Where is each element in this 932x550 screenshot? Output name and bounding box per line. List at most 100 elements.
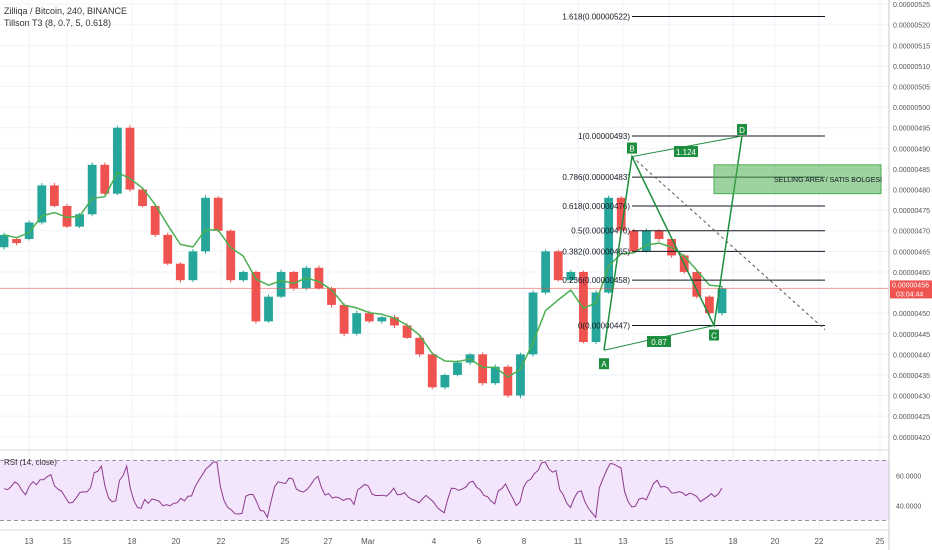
- price-tick-label: 0.00000520: [893, 23, 930, 30]
- candle[interactable]: [125, 125, 135, 192]
- candle[interactable]: [579, 270, 588, 344]
- candle-body: [541, 251, 551, 293]
- candle[interactable]: [553, 249, 563, 282]
- fibonacci-retracement[interactable]: 1.618(0.00000522) 1(0.00000493) 0.786(0.00…: [562, 12, 826, 331]
- pattern-point-label: B: [629, 145, 634, 154]
- candle[interactable]: [201, 195, 210, 254]
- fib-trend-line: [631, 156, 826, 331]
- candle[interactable]: [478, 352, 488, 386]
- candle[interactable]: [12, 237, 22, 246]
- candle[interactable]: [692, 270, 702, 299]
- selling-area[interactable]: SELLING AREA / SATIS BOLGESI: [713, 164, 882, 195]
- symbol-title[interactable]: Zilliqa / Bitcoin, 240, BINANCE: [4, 6, 128, 16]
- candle[interactable]: [516, 352, 525, 399]
- candle-body: [251, 271, 261, 322]
- candle[interactable]: [49, 182, 59, 208]
- candle[interactable]: [377, 315, 387, 324]
- candle[interactable]: [238, 270, 248, 282]
- pattern-point-a[interactable]: A: [599, 358, 609, 370]
- pattern-ratio-label: 0.87: [651, 338, 667, 347]
- candle-body: [478, 354, 488, 384]
- candle[interactable]: [390, 314, 399, 328]
- candle-body: [276, 271, 286, 297]
- candle-body: [264, 296, 273, 322]
- candle[interactable]: [138, 187, 147, 208]
- candle[interactable]: [62, 203, 72, 229]
- candle-body: [364, 313, 374, 322]
- candle-body: [490, 366, 500, 384]
- price-tick-label: 0.00000425: [893, 414, 930, 421]
- price-tick-label: 0.00000485: [893, 167, 930, 174]
- candle[interactable]: [100, 162, 110, 195]
- candle-body: [390, 317, 399, 326]
- pattern-ratio[interactable]: 0.87: [647, 336, 671, 347]
- candle[interactable]: [264, 294, 273, 323]
- candle-body: [402, 325, 412, 338]
- candle[interactable]: [654, 229, 664, 242]
- pattern-point-label: A: [601, 360, 607, 369]
- fib-level[interactable]: 0.618(0.00000476): [562, 202, 825, 211]
- time-tick-label: 27: [324, 537, 333, 546]
- time-tick-label: 15: [63, 537, 72, 546]
- candle[interactable]: [440, 373, 450, 390]
- candle[interactable]: [453, 360, 462, 377]
- candle[interactable]: [276, 269, 286, 299]
- candle[interactable]: [591, 290, 601, 345]
- candle[interactable]: [112, 125, 122, 196]
- candle[interactable]: [704, 295, 714, 315]
- harmonic-pattern[interactable]: A B C D 1.124 0.87: [599, 123, 747, 370]
- candle[interactable]: [314, 265, 324, 290]
- candle-body: [642, 230, 651, 252]
- pattern-ratio-label: 1.124: [676, 148, 697, 157]
- candle-body: [125, 127, 135, 190]
- candle[interactable]: [226, 229, 236, 283]
- candle[interactable]: [528, 290, 538, 357]
- candle[interactable]: [566, 269, 576, 283]
- pattern-point-d[interactable]: D: [737, 123, 747, 135]
- price-tick-label: 0.00000450: [893, 311, 930, 318]
- fib-label: 0.382(0.00000465): [562, 247, 630, 256]
- candle-body: [188, 251, 198, 281]
- candle[interactable]: [415, 336, 425, 357]
- indicator-legend-t3[interactable]: Tillson T3 (8, 0.7, 5, 0.618): [4, 18, 112, 28]
- candle[interactable]: [352, 310, 362, 336]
- candle-body: [100, 164, 110, 194]
- candle[interactable]: [642, 228, 651, 253]
- pattern-ratio[interactable]: 1.124: [674, 146, 698, 157]
- fib-level[interactable]: 0(0.00000447): [578, 322, 825, 331]
- rsi-legend[interactable]: RSI (14, close): [4, 458, 57, 467]
- candle[interactable]: [37, 183, 47, 225]
- time-axis[interactable]: 13 15 18 20 22 25 27 Mar 4 6 8 11 13 15 18 20 22 25: [25, 537, 885, 546]
- candle[interactable]: [213, 196, 223, 232]
- price-tick-label: 0.00000510: [893, 64, 930, 71]
- candle-body: [604, 197, 614, 293]
- fib-label: 0.786(0.00000483): [562, 173, 630, 182]
- pattern-point-b[interactable]: B: [627, 142, 637, 154]
- candle[interactable]: [163, 232, 173, 266]
- candle[interactable]: [24, 220, 34, 241]
- candle[interactable]: [541, 249, 551, 295]
- fib-level[interactable]: 1(0.00000493): [578, 132, 825, 141]
- fib-level[interactable]: 0.236(0.00000458): [562, 276, 825, 285]
- pattern-point-c[interactable]: C: [709, 329, 719, 341]
- candle[interactable]: [604, 195, 614, 294]
- candle[interactable]: [427, 352, 437, 390]
- price-tick-label: 0.00000515: [893, 43, 930, 50]
- candle-body: [238, 271, 248, 281]
- candle[interactable]: [629, 228, 639, 253]
- candle[interactable]: [503, 364, 513, 398]
- candle[interactable]: [87, 162, 97, 217]
- candle[interactable]: [289, 270, 299, 291]
- candle[interactable]: [717, 285, 727, 316]
- fib-level[interactable]: 1.618(0.00000522): [562, 12, 825, 21]
- candlestick-series[interactable]: [0, 125, 727, 399]
- fib-level[interactable]: 0.382(0.00000465): [562, 247, 825, 256]
- candle[interactable]: [188, 248, 198, 283]
- candle[interactable]: [175, 261, 185, 283]
- candle[interactable]: [150, 203, 160, 237]
- fib-label: 1(0.00000493): [578, 132, 630, 141]
- pattern-point-label: D: [739, 126, 745, 135]
- candle[interactable]: [339, 303, 349, 337]
- price-tick-label: 0.00000525: [893, 2, 930, 9]
